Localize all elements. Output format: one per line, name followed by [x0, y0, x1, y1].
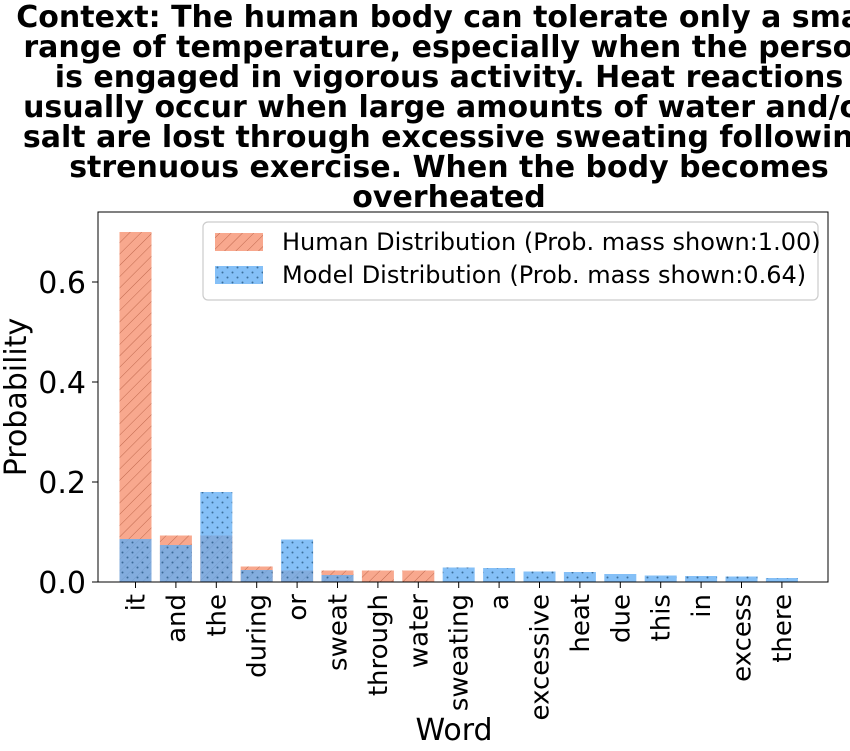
x-tick-label-in: in [687, 594, 717, 618]
model-bars [119, 492, 798, 582]
model-bar-or [281, 539, 314, 582]
x-tick-label-excess: excess [728, 594, 758, 682]
x-tick-label-excessive: excessive [526, 594, 556, 720]
legend-label-model: Model Distribution (Prob. mass shown:0.6… [282, 261, 806, 289]
x-tick-label-there: there [768, 594, 798, 663]
title-line: range of temperature, especially when th… [23, 30, 850, 65]
model-bar-excessive [523, 571, 556, 582]
model-bar-and [159, 545, 192, 582]
legend-swatch-model [215, 266, 263, 284]
x-ticks: it and the during or sweat through water sweatin… [122, 582, 798, 720]
y-tick-label: 0.4 [38, 366, 86, 401]
human-bar-it [119, 232, 152, 582]
model-bar-there [765, 578, 798, 582]
x-tick-label-the: the [202, 594, 232, 637]
x-tick-label-during: during [243, 594, 273, 678]
x-tick-label-sweating: sweating [445, 594, 475, 711]
x-tick-label-through: through [364, 594, 394, 696]
model-bar-heat [563, 572, 596, 582]
x-tick-label-water: water [404, 594, 434, 668]
y-tick-label: 0.6 [38, 266, 86, 301]
x-tick-label-heat: heat [566, 594, 596, 653]
x-tick-label-sweat: sweat [324, 594, 354, 671]
title-line: is engaged in vigorous activity. Heat re… [55, 60, 843, 95]
title-line: strenuous exercise. When the body become… [69, 150, 829, 185]
y-ticks: 0.0 0.2 0.4 0.6 [38, 266, 98, 601]
model-bar-this [644, 575, 677, 582]
human-bar-water [402, 570, 435, 582]
model-bar-sweating [442, 567, 475, 582]
x-axis-label: Word [415, 713, 492, 748]
title-line: Context: The human body can tolerate onl… [16, 0, 850, 35]
model-bar-sweat [321, 575, 354, 582]
model-bar-a [483, 568, 516, 582]
human-bar-through [361, 570, 394, 582]
legend-box [202, 221, 819, 301]
model-bar-due [604, 574, 637, 582]
model-bar-the [200, 492, 233, 582]
legend-swatch-human [215, 233, 263, 251]
x-tick-label-or: or [283, 594, 313, 621]
legend: Human Distribution (Prob. mass shown:1.0… [202, 221, 821, 301]
plot-frame [97, 211, 829, 583]
x-tick-label-it: it [122, 594, 152, 611]
legend-label-human: Human Distribution (Prob. mass shown:1.0… [282, 228, 821, 256]
x-tick-label-and: and [162, 594, 192, 643]
title-line: overheated [352, 180, 545, 215]
y-axis-label: Probability [0, 318, 34, 477]
y-tick-label: 0.0 [38, 566, 86, 601]
model-bar-excess [725, 576, 758, 582]
x-tick-label-a: a [485, 594, 515, 610]
x-tick-label-this: this [647, 594, 677, 641]
model-bar-it [119, 539, 152, 582]
x-tick-label-due: due [606, 594, 636, 643]
model-bar-in [685, 576, 718, 582]
chart-title: Context: The human body can tolerate onl… [16, 0, 850, 215]
title-line: usually occur when large amounts of wate… [23, 90, 850, 125]
y-tick-label: 0.2 [38, 466, 86, 501]
title-line: salt are lost through excessive sweating… [23, 120, 850, 155]
model-bar-during [240, 570, 273, 582]
